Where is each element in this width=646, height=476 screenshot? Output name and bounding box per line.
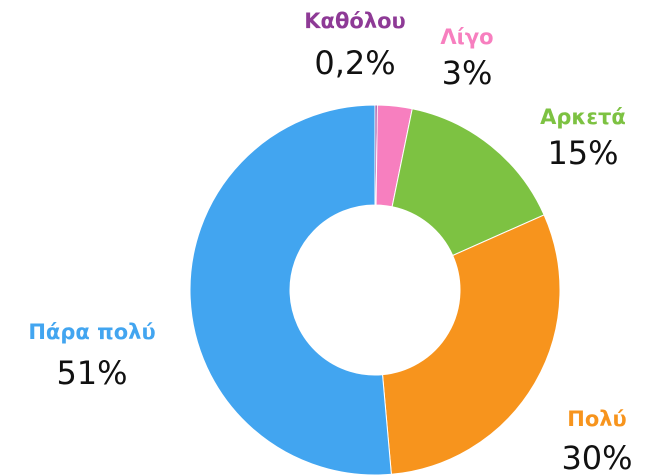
slice bbox=[189, 104, 392, 476]
slice-name: Καθόλου bbox=[304, 9, 405, 33]
slice-name: Πάρα πολύ bbox=[28, 320, 155, 344]
slice bbox=[381, 214, 561, 475]
slice-name: Λίγο bbox=[440, 25, 493, 49]
slice-value: 0,2% bbox=[314, 44, 395, 82]
slice bbox=[391, 108, 545, 257]
slice-value: 51% bbox=[56, 354, 127, 392]
slice-value: 15% bbox=[547, 134, 618, 172]
slice-name: Αρκετά bbox=[540, 105, 626, 129]
slice-name: Πολύ bbox=[567, 407, 626, 431]
slice-value: 3% bbox=[442, 54, 493, 92]
slice-value: 30% bbox=[561, 439, 632, 476]
